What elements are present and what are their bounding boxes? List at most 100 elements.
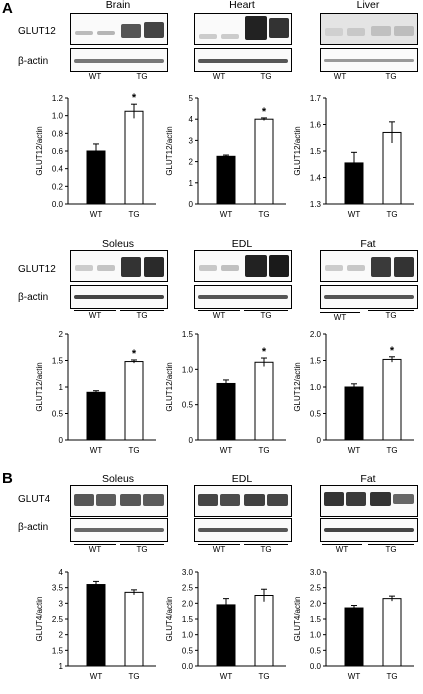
y-tick-label: 3.5 — [52, 584, 64, 593]
y-tick-label: 1.0 — [182, 631, 194, 640]
y-tick-label: 3 — [59, 599, 64, 608]
y-tick-label: 1.0 — [310, 631, 322, 640]
tg-group-label: TG — [260, 72, 272, 81]
y-tick-label: 1.5 — [52, 357, 64, 366]
x-category-label: TG — [128, 672, 139, 681]
y-tick-label: 3.0 — [182, 568, 194, 577]
chart-soleus-glut4: 1 1.5 2 2.5 3 3.5 4 GLUT4/actin WT TG — [35, 568, 156, 681]
tg-group-label: TG — [385, 311, 397, 320]
y-tick-label: 2.0 — [310, 330, 322, 339]
x-category-label: WT — [220, 672, 233, 681]
y-tick-label: 1.3 — [310, 200, 322, 209]
y-tick-label: 1.5 — [310, 615, 322, 624]
y-axis-label: GLUT4/actin — [293, 597, 302, 642]
y-tick-label: 1.5 — [310, 147, 322, 156]
y-tick-label: 2 — [59, 631, 64, 640]
y-tick-label: 1.0 — [52, 112, 64, 121]
y-tick-label: 0.0 — [182, 662, 194, 671]
y-tick-label: 4 — [189, 115, 194, 124]
x-category-label: TG — [128, 210, 139, 219]
y-tick-label: 0.5 — [182, 401, 194, 410]
panel-letter-a: A — [2, 0, 13, 17]
tg-underline — [244, 544, 288, 545]
blot-fat-glut4 — [320, 485, 418, 517]
bar-tg — [124, 591, 144, 667]
bar-tg — [254, 361, 274, 441]
blot-edl-actin — [194, 285, 292, 309]
wt-underline — [322, 544, 362, 545]
tissue-title-heart: Heart — [229, 0, 255, 11]
y-tick-label: 1.0 — [310, 383, 322, 392]
significance-star: * — [390, 345, 395, 357]
chart-edl-glut12: 0 0.5 1.0 1.5 GLUT12/actin WT * TG — [165, 330, 286, 455]
bar-tg — [124, 361, 144, 441]
bar-wt — [86, 584, 106, 667]
x-category-label: WT — [348, 210, 361, 219]
tg-underline — [120, 544, 164, 545]
y-tick-label: 1 — [59, 662, 64, 671]
y-tick-label: 2.5 — [182, 584, 194, 593]
chart-liver-glut12: 1.3 1.4 1.5 1.6 1.7 GLUT12/actin WT TG — [293, 94, 414, 219]
y-tick-label: 0 — [317, 436, 322, 445]
y-tick-label: 2.0 — [182, 599, 194, 608]
wt-underline — [198, 71, 240, 72]
chart-soleus-glut12: 0 0.5 1 1.5 2 GLUT12/actin WT * TG — [35, 330, 156, 455]
y-tick-label: 2.5 — [52, 615, 64, 624]
blot-edl-glut12 — [194, 250, 292, 282]
bar-tg — [124, 110, 144, 205]
bar-wt — [216, 155, 236, 205]
tg-underline — [120, 71, 164, 72]
tg-group-label: TG — [260, 545, 272, 554]
y-axis-label: GLUT12/actin — [293, 126, 302, 175]
wt-group-label: WT — [212, 545, 226, 554]
blot-liver-glut12 — [320, 13, 418, 45]
x-category-label: WT — [90, 446, 103, 455]
y-tick-label: 2.5 — [310, 584, 322, 593]
bar-tg — [254, 118, 274, 205]
wt-underline — [320, 71, 360, 72]
chart-heart-glut12: 0 1 2 3 4 5 GLUT12/actin WT * TG — [165, 94, 286, 219]
x-category-label: TG — [128, 446, 139, 455]
tg-group-label: TG — [385, 72, 397, 81]
y-tick-label: 0.4 — [52, 165, 64, 174]
tissue-title-edl: EDL — [231, 238, 253, 250]
blot-soleus-glut12 — [70, 250, 168, 282]
x-category-label: WT — [348, 446, 361, 455]
chart-fat-glut12: 0 0.5 1.0 1.5 2.0 GLUT12/actin WT * TG — [293, 330, 414, 455]
tissue-title-fat-b: Fat — [360, 473, 376, 485]
tg-group-label: TG — [385, 545, 397, 554]
blot-heart-actin — [194, 48, 292, 72]
tg-group-label: TG — [136, 545, 148, 554]
wt-group-label: WT — [335, 545, 349, 554]
wt-underline — [198, 310, 240, 311]
y-tick-label: 2.0 — [310, 599, 322, 608]
bar-tg — [382, 598, 402, 667]
blot-fat-glut12 — [320, 250, 418, 282]
tg-group-label: TG — [260, 311, 272, 320]
y-tick-label: 0 — [189, 436, 194, 445]
actin-row-label-3: β-actin — [18, 522, 49, 533]
wt-group-label: WT — [333, 72, 347, 81]
y-tick-label: 1.2 — [52, 94, 64, 103]
bar-wt — [216, 604, 236, 667]
y-tick-label: 0.6 — [52, 147, 64, 156]
y-axis-label: GLUT4/actin — [165, 597, 174, 642]
y-tick-label: 0 — [59, 436, 64, 445]
glut12-row-label-2: GLUT12 — [18, 264, 56, 275]
y-axis-label: GLUT12/actin — [165, 126, 174, 175]
y-tick-label: 0.5 — [310, 410, 322, 419]
y-tick-label: 3.0 — [310, 568, 322, 577]
bar-tg — [382, 358, 402, 441]
y-tick-label: 1.5 — [182, 615, 194, 624]
glut12-row-label: GLUT12 — [18, 26, 56, 37]
y-axis-label: GLUT4/actin — [35, 597, 44, 642]
y-tick-label: 0.0 — [52, 200, 64, 209]
y-tick-label: 0 — [189, 200, 194, 209]
blot-fat-actin-b — [320, 518, 418, 542]
y-axis-label: GLUT12/actin — [35, 362, 44, 411]
blot-heart-glut12 — [194, 13, 292, 45]
x-category-label: TG — [386, 210, 397, 219]
bar-tg — [382, 131, 402, 205]
wt-group-label: WT — [212, 72, 226, 81]
tissue-title-fat: Fat — [360, 238, 376, 250]
